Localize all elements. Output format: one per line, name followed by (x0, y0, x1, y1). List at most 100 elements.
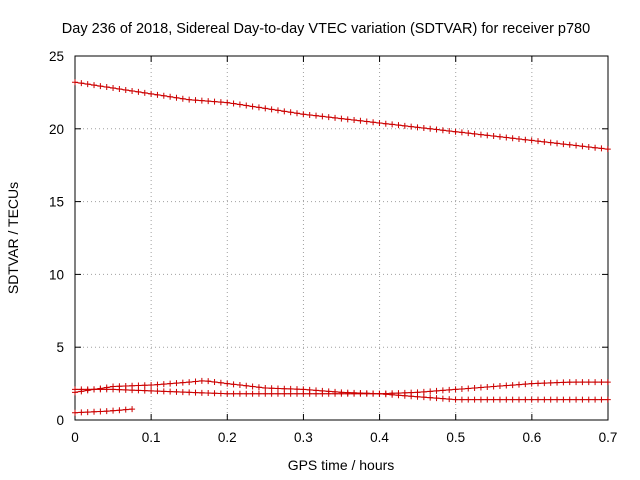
data-point (154, 388, 161, 395)
data-point (376, 390, 383, 397)
data-point (389, 391, 396, 398)
data-point (389, 121, 396, 128)
data-point (573, 396, 580, 403)
data-point (338, 115, 345, 122)
data-point (135, 88, 142, 95)
data-point (427, 388, 434, 395)
x-axis-label: GPS time / hours (288, 457, 395, 473)
data-point (230, 390, 237, 397)
data-point (319, 113, 326, 120)
data-point (554, 396, 561, 403)
data-point (179, 389, 186, 396)
data-point (515, 381, 522, 388)
data-point (249, 383, 256, 390)
data-point (332, 390, 339, 397)
data-point (268, 385, 275, 392)
data-point (414, 124, 421, 131)
data-point (198, 97, 205, 104)
data-point (496, 133, 503, 140)
data-point (91, 408, 98, 415)
chart-title: Day 236 of 2018, Sidereal Day-to-day VTE… (62, 21, 590, 37)
data-point (91, 386, 98, 393)
data-point (160, 388, 167, 395)
data-point (91, 82, 98, 89)
data-point (141, 89, 148, 96)
data-point (192, 389, 199, 396)
data-point (97, 386, 104, 393)
data-point (446, 386, 453, 393)
data-point (306, 390, 313, 397)
data-point (116, 407, 123, 414)
data-point (135, 387, 142, 394)
data-point (129, 406, 136, 413)
data-point (255, 390, 262, 397)
data-point (224, 390, 231, 397)
data-point (515, 396, 522, 403)
series-layer (72, 79, 611, 416)
data-point (179, 95, 186, 102)
data-point (198, 377, 205, 384)
data-point (439, 127, 446, 134)
data-point (522, 136, 529, 143)
data-point (604, 146, 611, 153)
data-point (160, 92, 167, 99)
data-point (408, 393, 415, 400)
data-point (509, 382, 516, 389)
data-point (236, 382, 243, 389)
data-point (122, 386, 129, 393)
data-point (408, 123, 415, 130)
data-point (528, 396, 535, 403)
data-point (97, 408, 104, 415)
data-point (281, 108, 288, 115)
data-point (129, 387, 136, 394)
data-point (97, 83, 104, 90)
data-point (376, 119, 383, 126)
x-tick-label: 0.1 (142, 430, 161, 445)
data-point (167, 380, 174, 387)
data-point (477, 396, 484, 403)
data-point (262, 384, 269, 391)
data-point (433, 395, 440, 402)
y-tick-label: 0 (56, 413, 64, 428)
data-point (344, 390, 351, 397)
data-point (535, 396, 542, 403)
data-point (579, 396, 586, 403)
data-point (249, 390, 256, 397)
data-point (313, 112, 320, 119)
data-point (541, 138, 548, 145)
data-point (382, 120, 389, 127)
data-point (401, 392, 408, 399)
data-point (484, 384, 491, 391)
data-point (300, 111, 307, 118)
data-point (293, 110, 300, 117)
data-point (598, 145, 605, 152)
data-point (566, 141, 573, 148)
data-point (243, 102, 250, 109)
data-point (414, 393, 421, 400)
data-point (167, 93, 174, 100)
data-point (573, 379, 580, 386)
data-point (395, 392, 402, 399)
data-point (420, 388, 427, 395)
data-point (465, 396, 472, 403)
data-point (236, 390, 243, 397)
grid-layer (75, 56, 608, 420)
data-point (427, 394, 434, 401)
series-line (74, 408, 133, 414)
data-point (78, 409, 85, 416)
data-point (579, 379, 586, 386)
data-point (167, 388, 174, 395)
x-tick-label: 0.5 (446, 430, 465, 445)
data-point (274, 390, 281, 397)
data-point (319, 390, 326, 397)
data-point (585, 379, 592, 386)
data-point (110, 386, 117, 393)
data-point (573, 142, 580, 149)
x-tick-label: 0 (71, 430, 79, 445)
data-point (287, 109, 294, 116)
data-point (598, 396, 605, 403)
data-point (84, 81, 91, 88)
data-point (72, 79, 78, 86)
data-point (439, 387, 446, 394)
data-point (217, 99, 224, 106)
